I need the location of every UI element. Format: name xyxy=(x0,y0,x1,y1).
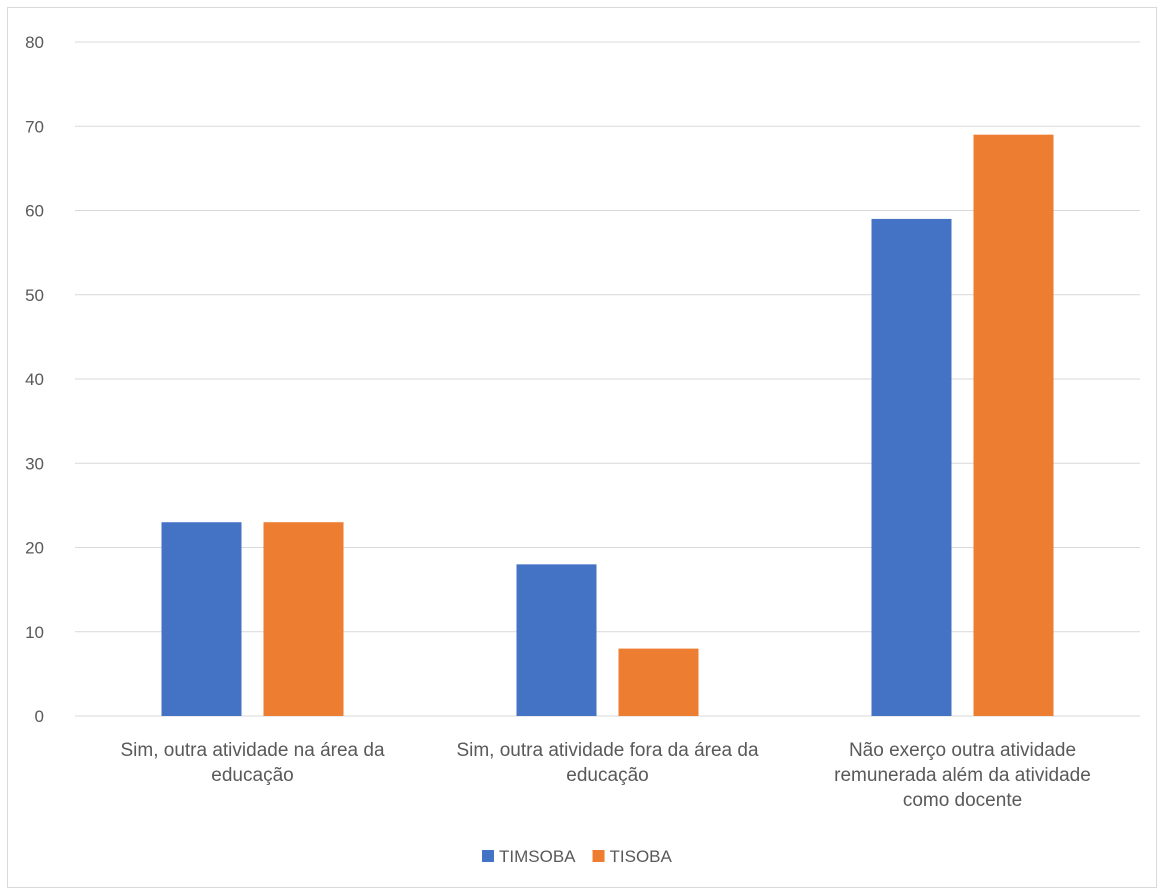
bar-tisoba xyxy=(618,648,699,716)
x-tick-label-line: remunerada além da atividade xyxy=(834,765,1091,786)
x-tick-label: Sim, outra atividade fora da área da educ… xyxy=(456,740,759,786)
y-tick-label: 70 xyxy=(25,117,44,136)
legend-swatch xyxy=(482,850,494,862)
x-tick-label: Sim, outra atividade na área da educação xyxy=(120,740,384,786)
x-tick-label-line: educação xyxy=(566,765,648,786)
legend-swatch xyxy=(592,850,605,862)
x-tick-label-line: Sim, outra atividade na área da xyxy=(120,740,384,761)
y-tick-label: 20 xyxy=(25,539,44,558)
chart-frame xyxy=(7,7,1157,888)
x-tick-label: Não exerço outra atividade remunerada alé… xyxy=(834,740,1091,811)
x-tick-label-line: como docente xyxy=(903,790,1022,811)
bar-timsoba xyxy=(161,522,242,716)
x-tick-label-line: Não exerço outra atividade xyxy=(849,740,1076,761)
x-tick-label-line: Sim, outra atividade fora da área da xyxy=(456,740,759,761)
legend-label: TIMSOBA xyxy=(499,847,576,866)
bar-timsoba xyxy=(871,218,952,717)
bar-tisoba xyxy=(263,522,344,716)
bar-timsoba xyxy=(516,564,597,716)
legend-label: TISOBA xyxy=(610,847,673,866)
bar-tisoba xyxy=(973,134,1054,717)
y-tick-label: 60 xyxy=(25,202,44,221)
x-tick-label-line: educação xyxy=(211,765,293,786)
y-tick-label: 80 xyxy=(25,33,44,52)
y-tick-label: 10 xyxy=(25,623,44,642)
y-tick-label: 50 xyxy=(25,286,44,305)
y-tick-label: 40 xyxy=(25,370,44,389)
y-tick-label: 0 xyxy=(35,707,44,726)
y-tick-label: 30 xyxy=(25,454,44,473)
